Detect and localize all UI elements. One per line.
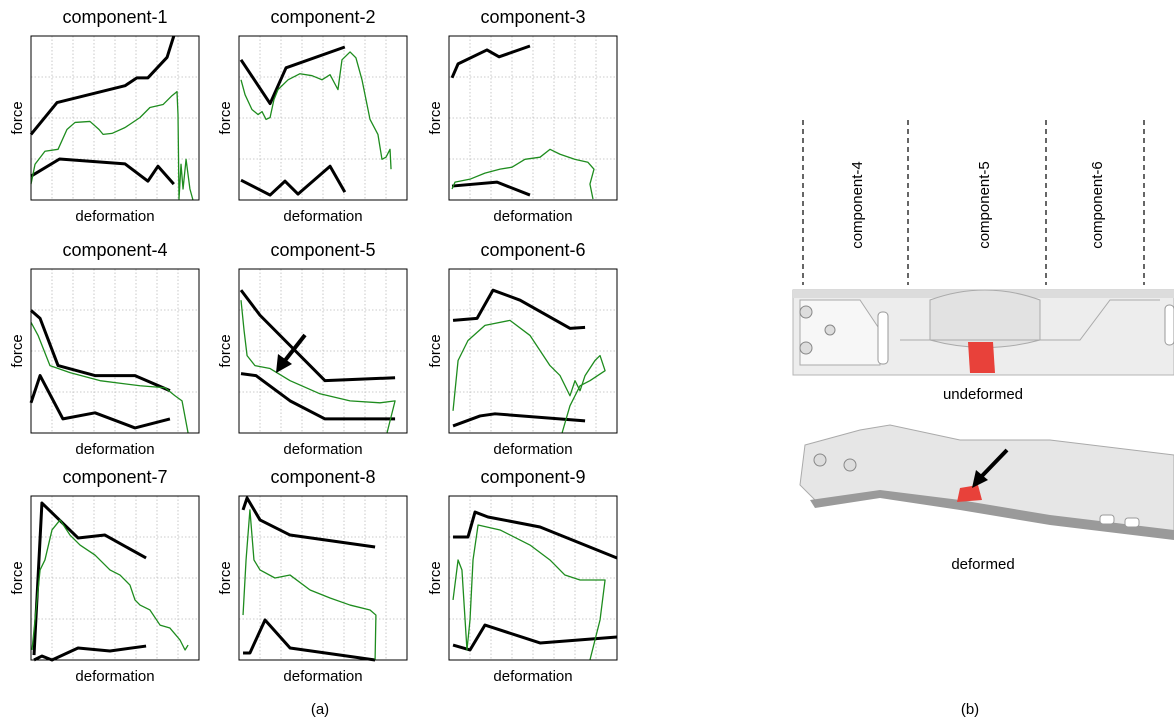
x-axis-label: deformation — [75, 441, 154, 458]
data-line — [34, 503, 146, 655]
x-axis-label: deformation — [493, 441, 572, 458]
deformed-part — [800, 425, 1174, 540]
data-line — [452, 182, 530, 195]
data-line — [31, 36, 174, 134]
x-axis-label: deformation — [493, 668, 572, 685]
y-axis-label: force — [9, 101, 26, 134]
chart-title: component-2 — [270, 7, 375, 27]
y-axis-label: force — [427, 101, 444, 134]
data-line — [453, 290, 585, 328]
undeformed-part — [793, 290, 1174, 375]
arrow — [276, 335, 305, 373]
data-line — [241, 52, 391, 169]
data-line — [31, 92, 193, 200]
chart-title: component-1 — [62, 7, 167, 27]
data-line — [241, 166, 345, 195]
chart: component-4 deformation force — [9, 240, 199, 458]
data-line — [34, 646, 146, 660]
panel-label: (a) — [311, 701, 329, 718]
chart: component-6 deformation force — [427, 240, 617, 458]
chart: component-1 deformation force — [9, 7, 199, 225]
chart-title: component-8 — [270, 467, 375, 487]
y-axis-label: force — [9, 561, 26, 594]
chart: component-8 deformation force — [217, 467, 407, 685]
data-line — [241, 374, 395, 419]
figure: (a) component-4 component-5 component-6 … — [0, 0, 1174, 725]
chart: component-5 deformation force — [217, 240, 407, 458]
x-axis-label: deformation — [75, 208, 154, 225]
caption: undeformed — [943, 386, 1023, 403]
y-axis-label: force — [427, 334, 444, 367]
caption: deformed — [951, 556, 1014, 573]
page: {"chart_data":[ {"type":"line","title":"… — [0, 0, 1174, 725]
data-line — [243, 510, 376, 660]
data-line — [453, 625, 617, 650]
panel-label: (b) — [961, 701, 979, 718]
y-axis-label: force — [217, 561, 234, 594]
y-axis-label: force — [427, 561, 444, 594]
data-line — [453, 512, 617, 558]
data-line — [31, 322, 188, 433]
y-axis-label: force — [217, 334, 234, 367]
chart-title: component-3 — [480, 7, 585, 27]
region-label: component-6 — [1089, 161, 1106, 249]
y-axis-label: force — [9, 334, 26, 367]
chart-title: component-6 — [480, 240, 585, 260]
data-line — [243, 620, 375, 660]
chart: component-2 deformation force — [217, 7, 407, 225]
y-axis-label: force — [217, 101, 234, 134]
chart-title: component-9 — [480, 467, 585, 487]
x-axis-label: deformation — [75, 668, 154, 685]
chart-title: component-5 — [270, 240, 375, 260]
chart: component-9 deformation force — [427, 467, 617, 685]
x-axis-label: deformation — [283, 208, 362, 225]
data-line — [243, 498, 375, 547]
x-axis-label: deformation — [283, 668, 362, 685]
chart-title: component-7 — [62, 467, 167, 487]
x-axis-label: deformation — [283, 441, 362, 458]
diagram: component-4 component-5 component-6 unde… — [793, 120, 1174, 718]
chart: component-3 deformation force — [427, 7, 617, 225]
region-label: component-4 — [849, 161, 866, 249]
x-axis-label: deformation — [493, 208, 572, 225]
region-label: component-5 — [976, 161, 993, 249]
data-line — [31, 159, 174, 184]
chart-title: component-4 — [62, 240, 167, 260]
chart: component-7 deformation force — [9, 467, 199, 685]
